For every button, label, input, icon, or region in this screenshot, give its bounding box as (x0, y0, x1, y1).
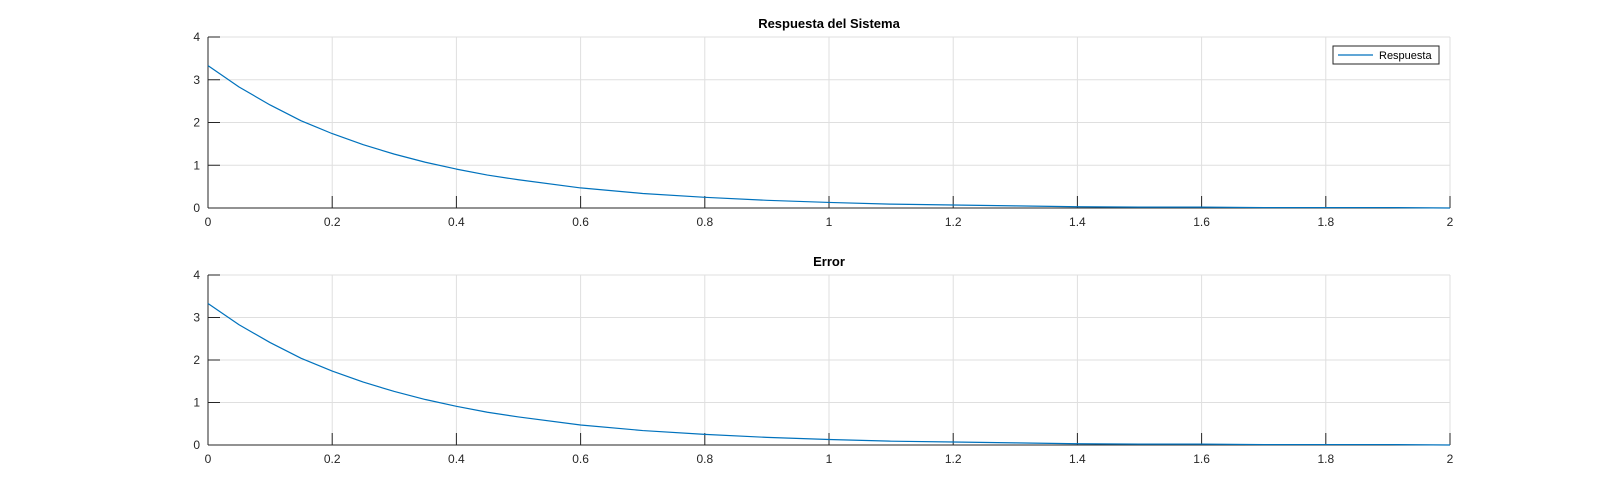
x-tick-label: 0.4 (448, 215, 465, 229)
x-tick-label: 0.2 (324, 452, 341, 466)
x-tick-label: 0.6 (572, 215, 589, 229)
x-tick-label: 2 (1447, 452, 1454, 466)
legend: Respuesta (1332, 45, 1440, 65)
x-tick-label: 1.8 (1317, 215, 1334, 229)
y-tick-label: 1 (193, 396, 200, 410)
x-tick-label: 0.2 (324, 215, 341, 229)
legend-box (1332, 45, 1440, 65)
legend-label: Respuesta (1379, 50, 1432, 62)
x-tick-label: 0.4 (448, 452, 465, 466)
y-tick-label: 1 (193, 158, 200, 172)
x-tick-label: 1 (826, 215, 833, 229)
subplot-error: 0 0.2 0.4 0.6 0.8 1 1.2 1.4 1.6 1.8 2 0 1 2 3 4 Error (193, 254, 1453, 466)
x-tick-label: 1.4 (1069, 215, 1086, 229)
x-tick-label: 0.6 (572, 452, 589, 466)
x-tick-label: 0.8 (696, 215, 713, 229)
y-tick-label: 4 (193, 30, 200, 44)
x-tick-label: 1.2 (945, 452, 962, 466)
subplot-respuesta: 0 0.2 0.4 0.6 0.8 1 1.2 1.4 1.6 1.8 2 0 1 2 3 4 Respuest… (193, 16, 1453, 229)
y-tick-label: 2 (193, 116, 200, 130)
y-tick-label: 3 (193, 73, 200, 87)
x-tick-label: 1.4 (1069, 452, 1086, 466)
x-tick-label: 1.2 (945, 215, 962, 229)
x-tick-label: 2 (1447, 215, 1454, 229)
y-tick-label: 0 (193, 201, 200, 215)
chart-title: Error (813, 254, 845, 269)
y-tick-label: 2 (193, 353, 200, 367)
y-tick-label: 3 (193, 311, 200, 325)
x-tick-label: 0.8 (696, 452, 713, 466)
x-tick-label: 1.6 (1193, 215, 1210, 229)
x-tick-label: 0 (205, 452, 212, 466)
x-tick-label: 1.6 (1193, 452, 1210, 466)
x-tick-label: 1 (826, 452, 833, 466)
series-line (207, 65, 1451, 209)
series-line (207, 302, 1451, 446)
y-tick-label: 0 (193, 438, 200, 452)
x-tick-label: 0 (205, 215, 212, 229)
chart-title: Respuesta del Sistema (758, 16, 900, 31)
x-tick-label: 1.8 (1317, 452, 1334, 466)
y-tick-label: 4 (193, 268, 200, 282)
